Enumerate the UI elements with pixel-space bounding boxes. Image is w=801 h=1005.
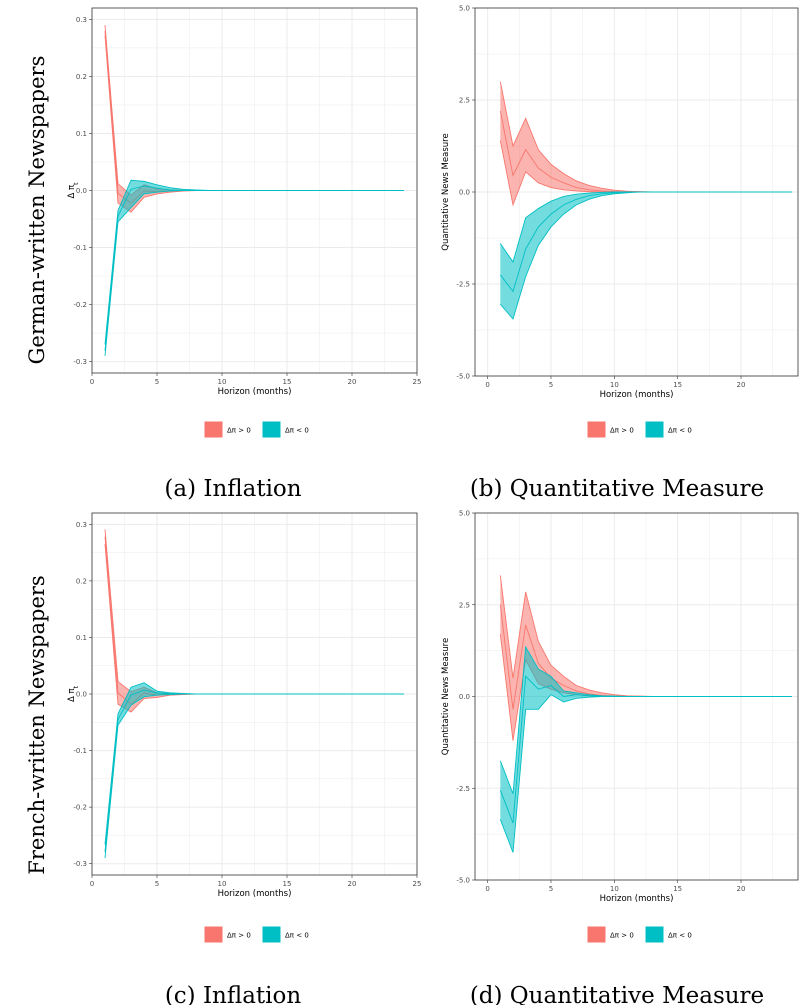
- y-tick-label: -0.3: [73, 358, 87, 366]
- x-axis-title: Horizon (months): [600, 894, 674, 904]
- x-tick-label: 25: [413, 880, 422, 888]
- x-tick-label: 15: [673, 381, 682, 389]
- chart-3: 0 5 10 15 20 25 -0.3 -0.2 -0.1 0.0 0.1 0.2 0.3 Horizo…: [67, 512, 422, 1005]
- series-band-negative: [105, 682, 404, 859]
- panel-border: [474, 512, 799, 881]
- x-tick-label: 5: [155, 880, 159, 888]
- legend: Δπ > 0 Δπ < 0: [204, 926, 309, 943]
- y-axis-title-subscript: t: [73, 685, 80, 688]
- y-tick-label: -0.3: [73, 860, 87, 868]
- legend-label-positive: Δπ > 0: [610, 427, 634, 435]
- x-tick-label: 10: [610, 381, 619, 389]
- x-tick-label: 15: [283, 880, 292, 888]
- y-tick-label: -0.1: [73, 747, 87, 755]
- x-tick-label: 0: [485, 381, 489, 389]
- x-tick-label: 0: [90, 880, 94, 888]
- legend-label-negative: Δπ < 0: [285, 427, 309, 435]
- x-tick-label: 5: [549, 885, 553, 893]
- panel-caption: (b) Quantitative Measure: [470, 476, 764, 502]
- x-tick-label: 15: [673, 885, 682, 893]
- series-line-lower: [499, 694, 792, 853]
- row-label-french: French-written Newspapers: [25, 575, 49, 874]
- panel-caption: (c) Inflation: [165, 983, 302, 1005]
- panel-caption: (d) Quantitative Measure: [470, 983, 764, 1005]
- y-tick-label: 0.0: [76, 691, 87, 699]
- y-axis-title: Δ πt: [67, 685, 80, 702]
- legend-label-positive: Δπ > 0: [227, 932, 251, 940]
- y-tick-label: -2.5: [456, 281, 470, 289]
- legend-key-negative: [645, 421, 664, 438]
- series-line-lower: [104, 190, 404, 356]
- y-tick-label: 0.0: [76, 187, 87, 195]
- legend-key-negative: [645, 926, 664, 943]
- y-tick-label: 0.2: [76, 577, 87, 585]
- legend: Δπ > 0 Δπ < 0: [587, 926, 692, 943]
- legend-key-positive: [204, 926, 223, 943]
- chart-2: 0 5 10 15 20 -5.0 -2.5 0.0 2.5 5.0 Horizon (months…: [441, 5, 799, 502]
- y-axis-title: Quantitative News Measure: [441, 638, 451, 755]
- y-tick-label: 2.5: [459, 601, 470, 609]
- chart-4: 0 5 10 15 20 -5.0 -2.5 0.0 2.5 5.0 Horizon (months…: [441, 510, 799, 1005]
- y-tick-label: 5.0: [459, 5, 470, 13]
- legend-key-negative: [262, 421, 281, 438]
- x-tick-label: 20: [348, 880, 357, 888]
- x-tick-label: 5: [155, 378, 159, 386]
- legend-key-negative: [262, 926, 281, 943]
- y-tick-label: -5.0: [456, 373, 470, 381]
- legend-key-positive: [587, 421, 606, 438]
- y-tick-label: -0.2: [73, 301, 87, 309]
- y-tick-label: 0.1: [76, 130, 87, 138]
- x-tick-label: 15: [283, 378, 292, 386]
- legend-key-positive: [587, 926, 606, 943]
- x-tick-label: 10: [610, 885, 619, 893]
- x-tick-label: 10: [218, 880, 227, 888]
- y-tick-label: 2.5: [459, 97, 470, 105]
- series-line-lower: [499, 191, 792, 320]
- legend-label-positive: Δπ > 0: [227, 427, 251, 435]
- x-tick-label: 0: [90, 378, 94, 386]
- series-band-negative: [500, 646, 792, 853]
- y-tick-label: 0.0: [459, 693, 470, 701]
- x-axis-title: Horizon (months): [218, 387, 292, 397]
- legend: Δπ > 0 Δπ < 0: [204, 421, 309, 438]
- row-label-german: German-written Newspapers: [25, 56, 49, 365]
- y-tick-label: -5.0: [456, 877, 470, 885]
- legend-label-negative: Δπ < 0: [285, 932, 309, 940]
- series-line-lower: [104, 693, 404, 859]
- x-tick-label: 10: [218, 378, 227, 386]
- y-tick-label: 0.1: [76, 634, 87, 642]
- x-axis-title: Horizon (months): [218, 889, 292, 899]
- x-tick-label: 0: [485, 885, 489, 893]
- panel-border: [474, 7, 799, 377]
- y-axis-title: Quantitative News Measure: [441, 133, 451, 250]
- y-tick-label: 0.3: [76, 16, 87, 24]
- legend-label-positive: Δπ > 0: [610, 932, 634, 940]
- panel-caption: (a) Inflation: [164, 476, 301, 502]
- x-tick-label: 5: [549, 381, 553, 389]
- y-tick-label: 5.0: [459, 510, 470, 518]
- x-tick-label: 20: [348, 378, 357, 386]
- y-tick-label: 0.3: [76, 521, 87, 529]
- y-tick-label: 0.0: [459, 189, 470, 197]
- panel-border: [91, 512, 418, 876]
- chart-panels: 0 5 10 15 20 25 -0.3 -0.2 -0.1 0.0 0.1 0.2 0.3 Horizo…: [67, 5, 799, 1005]
- y-axis-title-subscript: t: [73, 182, 80, 185]
- y-tick-label: -0.2: [73, 804, 87, 812]
- chart-1: 0 5 10 15 20 25 -0.3 -0.2 -0.1 0.0 0.1 0.2 0.3 Horizo…: [67, 7, 422, 502]
- legend-label-negative: Δπ < 0: [668, 932, 692, 940]
- x-tick-label: 20: [737, 381, 746, 389]
- series-band-negative: [105, 180, 404, 356]
- y-tick-label: -2.5: [456, 785, 470, 793]
- panel-border: [91, 7, 418, 374]
- x-axis-title: Horizon (months): [600, 390, 674, 400]
- y-tick-label: -0.1: [73, 244, 87, 252]
- y-tick-label: 0.2: [76, 73, 87, 81]
- legend-label-negative: Δπ < 0: [668, 427, 692, 435]
- y-axis-title: Δ πt: [67, 182, 80, 199]
- x-tick-label: 25: [413, 378, 422, 386]
- legend-key-positive: [204, 421, 223, 438]
- legend: Δπ > 0 Δπ < 0: [587, 421, 692, 438]
- x-tick-label: 20: [737, 885, 746, 893]
